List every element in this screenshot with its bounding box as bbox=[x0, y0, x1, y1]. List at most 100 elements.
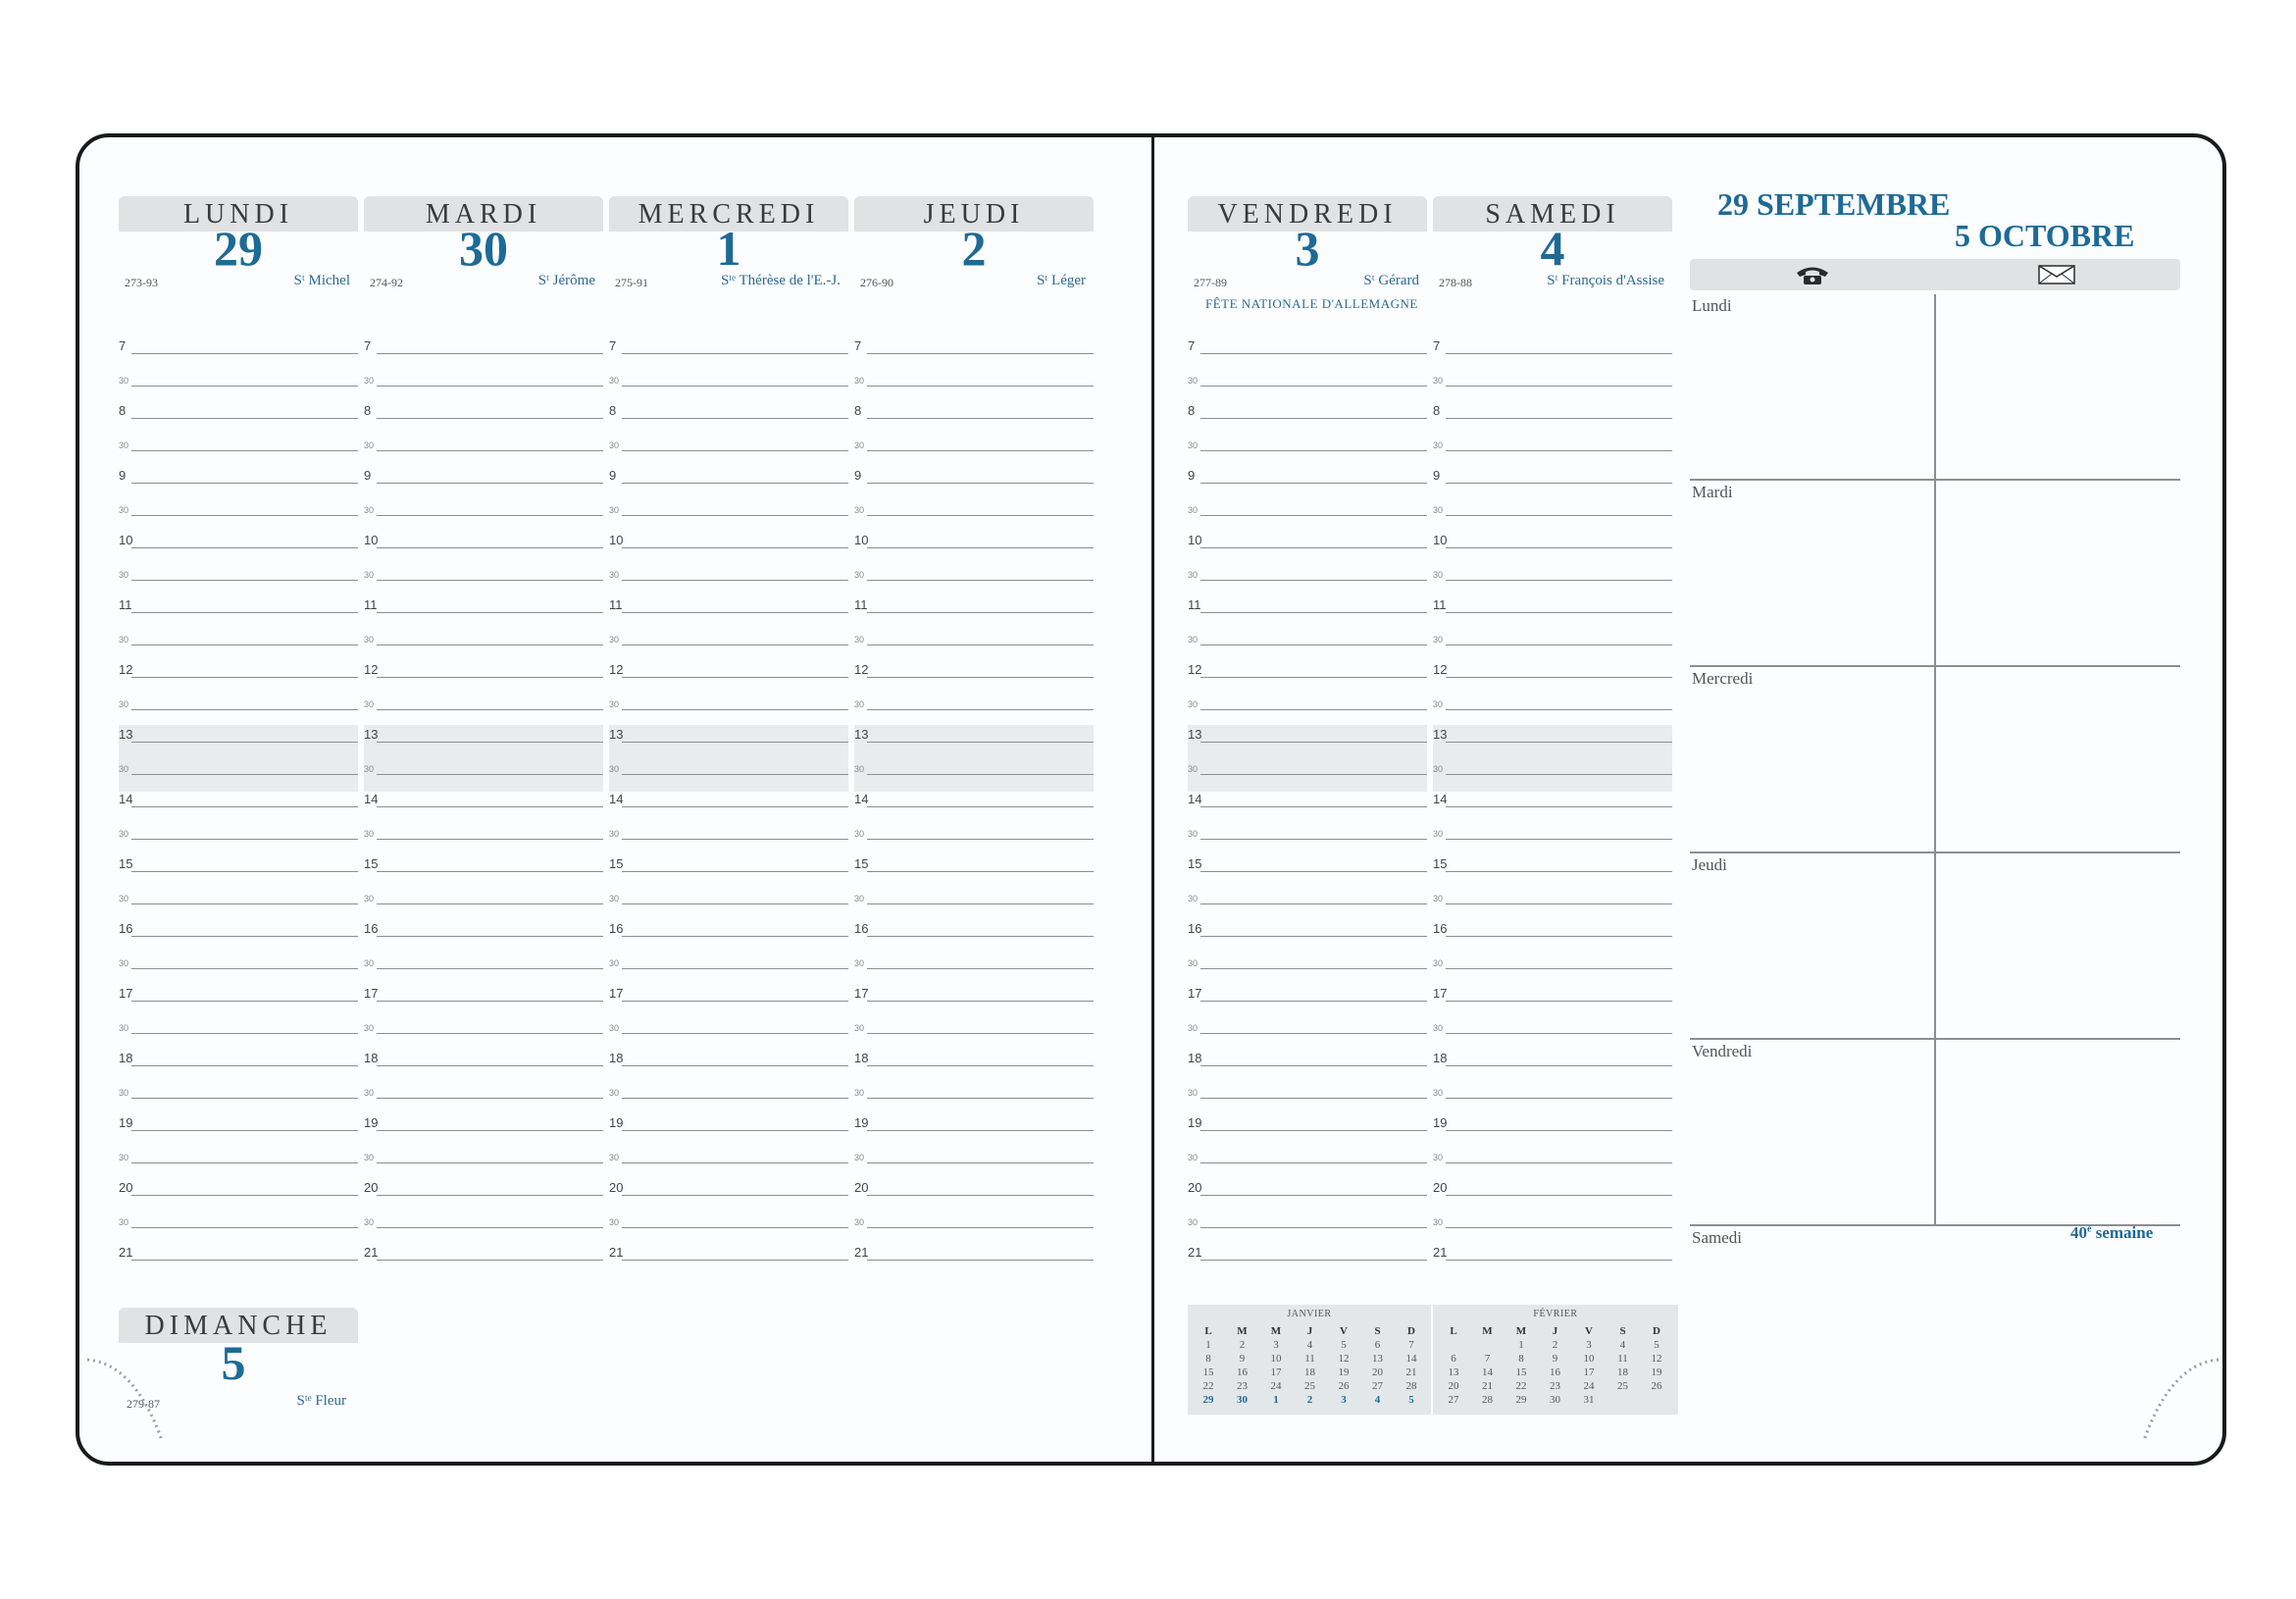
date-cell[interactable]: 11 bbox=[1304, 1353, 1315, 1365]
time-slot[interactable]: 20 bbox=[119, 1175, 358, 1197]
date-cell[interactable]: 8 bbox=[1205, 1353, 1211, 1365]
time-slot[interactable]: 30 bbox=[1433, 819, 1672, 841]
time-slot[interactable]: 30 bbox=[1433, 949, 1672, 970]
time-slot[interactable]: 10 bbox=[609, 528, 848, 549]
time-slot[interactable]: 21 bbox=[364, 1240, 603, 1262]
time-slot[interactable]: 30 bbox=[1188, 366, 1427, 387]
time-slot[interactable]: 30 bbox=[1433, 884, 1672, 905]
date-cell[interactable]: 2 bbox=[1306, 1394, 1313, 1406]
date-cell[interactable]: 13 bbox=[1372, 1353, 1383, 1365]
time-slot[interactable]: 12 bbox=[119, 657, 358, 679]
time-slot[interactable]: 13 bbox=[1188, 722, 1427, 744]
time-slot[interactable]: 30 bbox=[1433, 690, 1672, 711]
time-slot[interactable]: 30 bbox=[364, 1208, 603, 1229]
time-slot[interactable]: 30 bbox=[1433, 366, 1672, 387]
time-slot[interactable]: 14 bbox=[1188, 787, 1427, 808]
time-slot[interactable]: 30 bbox=[119, 1143, 358, 1164]
date-cell[interactable]: 28 bbox=[1405, 1380, 1417, 1392]
time-slot[interactable]: 9 bbox=[364, 463, 603, 485]
time-slot[interactable]: 15 bbox=[364, 851, 603, 873]
time-slot[interactable]: 18 bbox=[119, 1046, 358, 1067]
date-cell[interactable]: 17 bbox=[1270, 1367, 1282, 1378]
time-slot[interactable]: 8 bbox=[364, 398, 603, 420]
time-slot[interactable]: 30 bbox=[119, 690, 358, 711]
time-slot[interactable]: 10 bbox=[364, 528, 603, 549]
time-slot[interactable]: 30 bbox=[119, 495, 358, 517]
date-cell[interactable]: 14 bbox=[1482, 1367, 1493, 1378]
time-slot[interactable]: 13 bbox=[854, 722, 1094, 744]
time-slot[interactable]: 30 bbox=[1188, 819, 1427, 841]
date-cell[interactable]: 2 bbox=[1239, 1339, 1246, 1351]
date-cell[interactable]: 21 bbox=[1405, 1367, 1417, 1378]
time-slot[interactable]: 9 bbox=[1188, 463, 1427, 485]
time-slot[interactable]: 30 bbox=[854, 690, 1094, 711]
time-slot[interactable]: 30 bbox=[119, 754, 358, 776]
time-slot[interactable]: 9 bbox=[1433, 463, 1672, 485]
time-slot[interactable]: 30 bbox=[609, 819, 848, 841]
date-cell[interactable]: 5 bbox=[1654, 1339, 1659, 1351]
date-cell[interactable]: 3 bbox=[1341, 1394, 1347, 1406]
date-cell[interactable]: 10 bbox=[1583, 1353, 1595, 1365]
date-cell[interactable]: 6 bbox=[1374, 1339, 1381, 1351]
time-slot[interactable]: 30 bbox=[854, 431, 1094, 452]
time-slot[interactable]: 16 bbox=[1188, 916, 1427, 938]
time-slot[interactable]: 7 bbox=[609, 334, 848, 355]
time-slot[interactable]: 30 bbox=[1433, 431, 1672, 452]
time-slot[interactable]: 30 bbox=[609, 690, 848, 711]
time-slot[interactable]: 30 bbox=[1188, 690, 1427, 711]
time-slot[interactable]: 17 bbox=[364, 981, 603, 1003]
time-slot[interactable]: 30 bbox=[1188, 1143, 1427, 1164]
time-slot[interactable]: 7 bbox=[854, 334, 1094, 355]
date-cell[interactable]: 9 bbox=[1239, 1353, 1246, 1365]
time-slot[interactable]: 9 bbox=[854, 463, 1094, 485]
date-cell[interactable]: 21 bbox=[1482, 1380, 1493, 1392]
time-slot[interactable]: 30 bbox=[854, 625, 1094, 646]
time-slot[interactable]: 30 bbox=[364, 884, 603, 905]
week-day-label[interactable]: Vendredi bbox=[1692, 1042, 1753, 1060]
time-slot[interactable]: 30 bbox=[854, 754, 1094, 776]
time-slot[interactable]: 30 bbox=[854, 1208, 1094, 1229]
time-slot[interactable]: 30 bbox=[119, 1013, 358, 1035]
date-cell[interactable]: 22 bbox=[1202, 1380, 1214, 1392]
time-slot[interactable]: 30 bbox=[1433, 1143, 1672, 1164]
date-cell[interactable]: 11 bbox=[1617, 1353, 1628, 1365]
time-slot[interactable]: 8 bbox=[854, 398, 1094, 420]
time-slot[interactable]: 30 bbox=[854, 1013, 1094, 1035]
time-slot[interactable]: 30 bbox=[609, 431, 848, 452]
date-cell[interactable]: 18 bbox=[1304, 1367, 1315, 1378]
time-slot[interactable]: 10 bbox=[119, 528, 358, 549]
time-slot[interactable]: 14 bbox=[1433, 787, 1672, 808]
date-cell[interactable]: 10 bbox=[1270, 1353, 1282, 1365]
time-slot[interactable]: 30 bbox=[119, 884, 358, 905]
date-cell[interactable]: 1 bbox=[1518, 1339, 1524, 1351]
date-cell[interactable]: 3 bbox=[1273, 1339, 1279, 1351]
date-cell[interactable]: 19 bbox=[1651, 1367, 1662, 1378]
time-slot[interactable]: 9 bbox=[609, 463, 848, 485]
time-slot[interactable]: 30 bbox=[609, 949, 848, 970]
date-cell[interactable]: 18 bbox=[1617, 1367, 1628, 1378]
time-slot[interactable]: 20 bbox=[364, 1175, 603, 1197]
date-cell[interactable]: 4 bbox=[1306, 1339, 1313, 1351]
time-slot[interactable]: 9 bbox=[119, 463, 358, 485]
time-slot[interactable]: 8 bbox=[1188, 398, 1427, 420]
time-slot[interactable]: 8 bbox=[609, 398, 848, 420]
time-slot[interactable]: 14 bbox=[364, 787, 603, 808]
date-cell[interactable]: 24 bbox=[1270, 1380, 1282, 1392]
time-slot[interactable]: 21 bbox=[1433, 1240, 1672, 1262]
time-slot[interactable]: 15 bbox=[609, 851, 848, 873]
time-slot[interactable]: 30 bbox=[1433, 495, 1672, 517]
time-slot[interactable]: 16 bbox=[119, 916, 358, 938]
time-slot[interactable]: 30 bbox=[364, 754, 603, 776]
time-slot[interactable]: 18 bbox=[364, 1046, 603, 1067]
time-slot[interactable]: 30 bbox=[119, 1078, 358, 1100]
date-cell[interactable]: 14 bbox=[1405, 1353, 1417, 1365]
time-slot[interactable]: 30 bbox=[364, 495, 603, 517]
time-slot[interactable]: 30 bbox=[1188, 431, 1427, 452]
date-cell[interactable]: 15 bbox=[1515, 1367, 1527, 1378]
date-cell[interactable]: 9 bbox=[1552, 1353, 1558, 1365]
time-slot[interactable]: 12 bbox=[854, 657, 1094, 679]
time-slot[interactable]: 12 bbox=[1433, 657, 1672, 679]
time-slot[interactable]: 30 bbox=[1433, 560, 1672, 582]
time-slot[interactable]: 30 bbox=[854, 366, 1094, 387]
time-slot[interactable]: 30 bbox=[854, 1078, 1094, 1100]
